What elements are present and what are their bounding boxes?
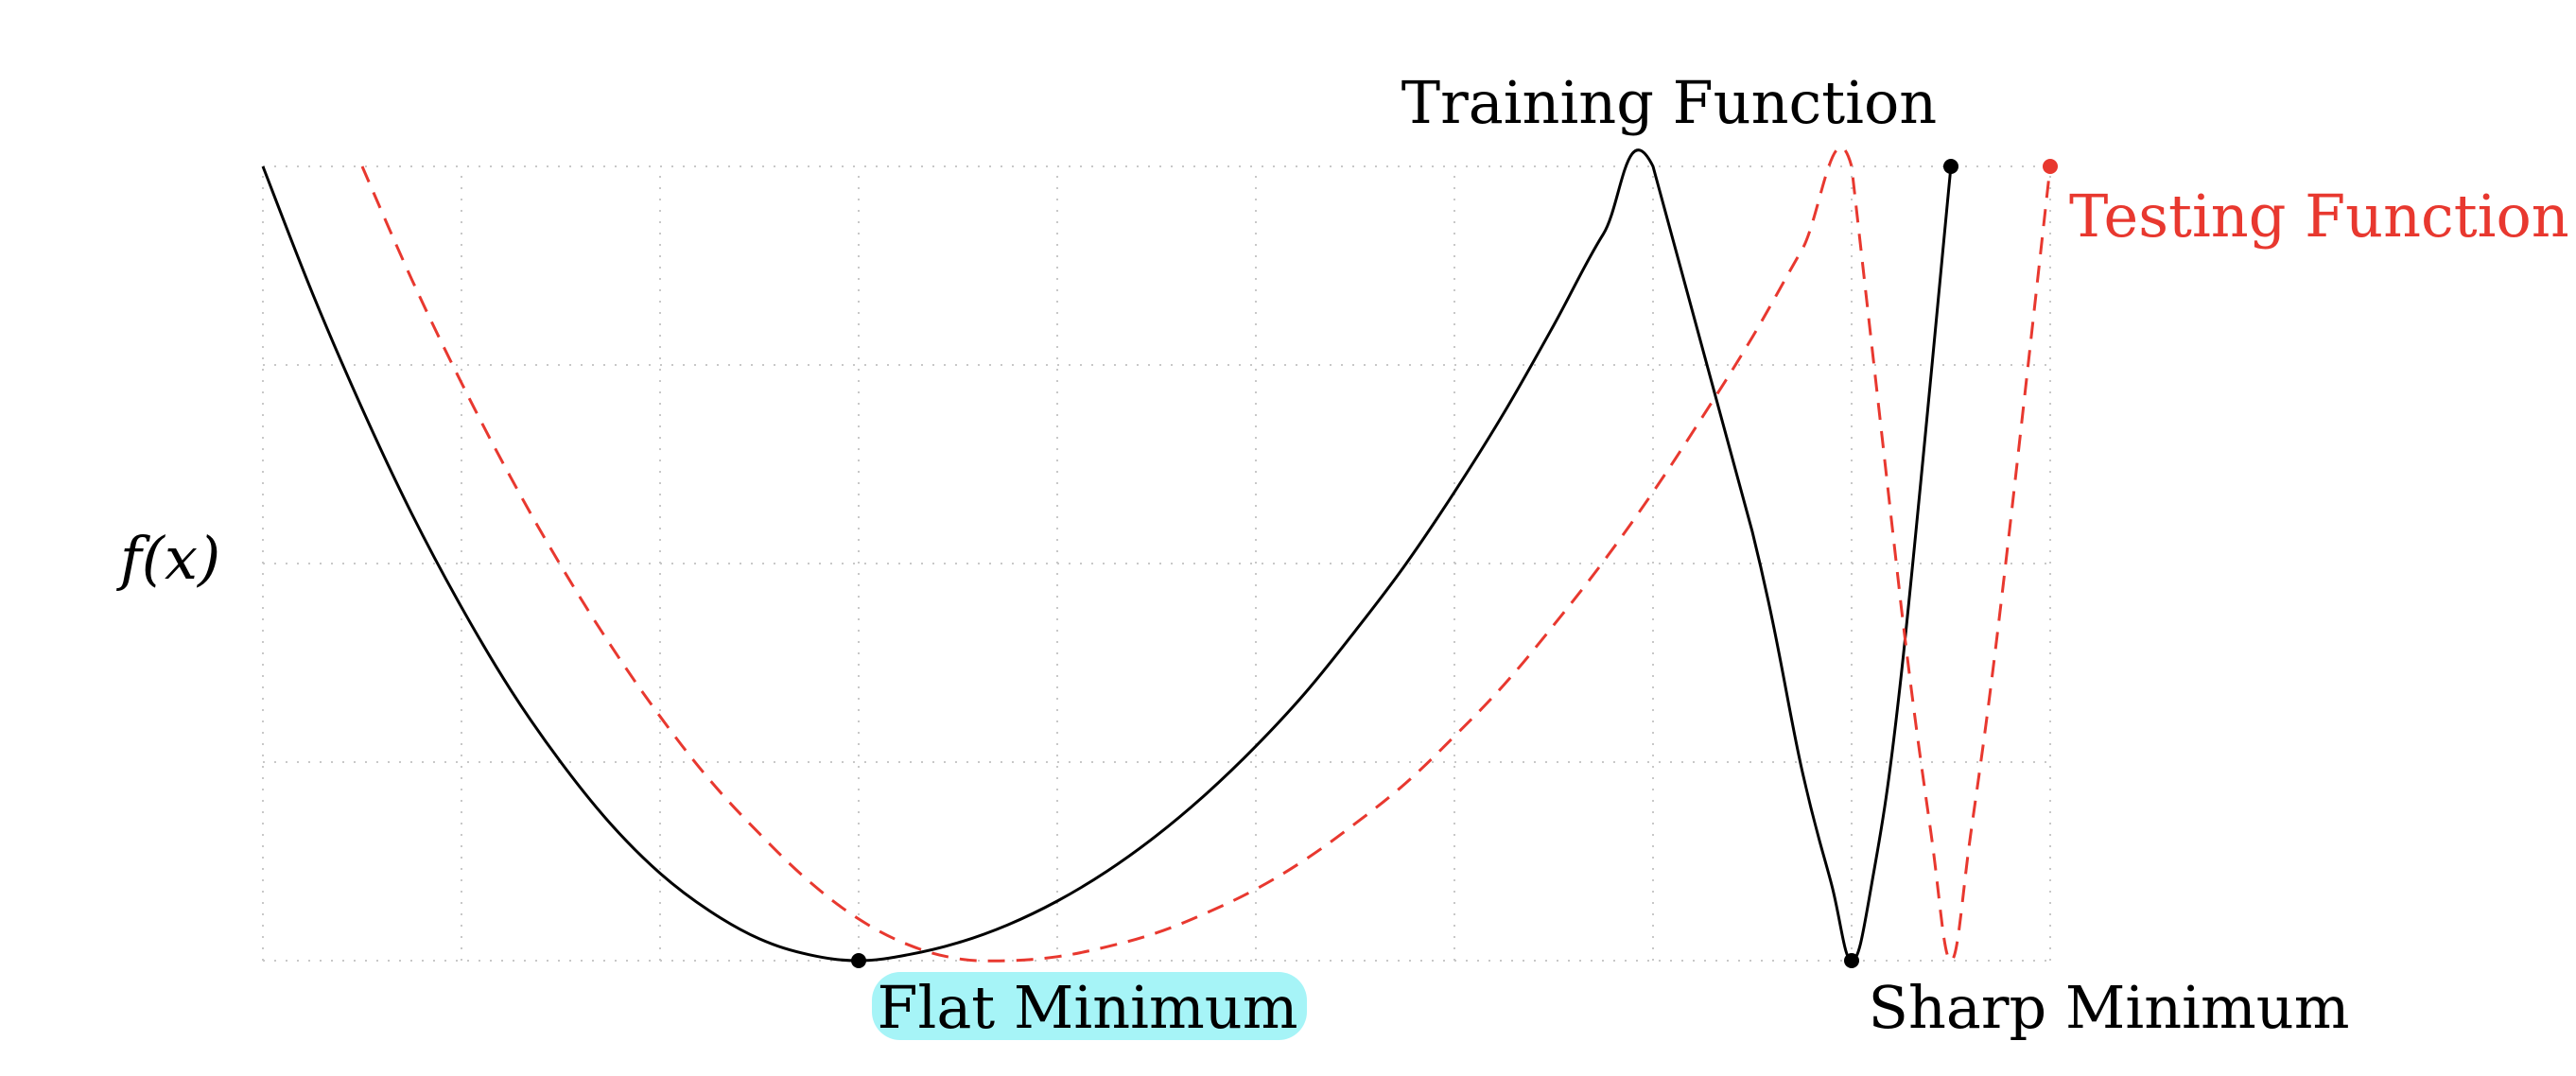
series-layer xyxy=(261,146,2052,963)
y-axis-label: f(x) xyxy=(116,524,220,593)
testing-function-line xyxy=(360,146,2052,963)
annotation-testing-function: Testing Function xyxy=(2069,182,2569,251)
data-point-2 xyxy=(1943,159,1958,174)
annotation-sharp-minimum: Sharp Minimum xyxy=(1869,973,2350,1042)
points-layer xyxy=(851,159,2058,968)
flat-minimum-highlight xyxy=(872,972,1307,1040)
annotation-flat-minimum: Flat Minimum xyxy=(877,973,1297,1042)
data-point-3 xyxy=(2043,159,2058,174)
data-point-0 xyxy=(851,953,866,968)
grid xyxy=(262,165,2051,962)
training-function-line xyxy=(261,148,1953,963)
data-point-1 xyxy=(1844,953,1859,968)
annotation-training-function: Training Function xyxy=(1401,68,1937,137)
